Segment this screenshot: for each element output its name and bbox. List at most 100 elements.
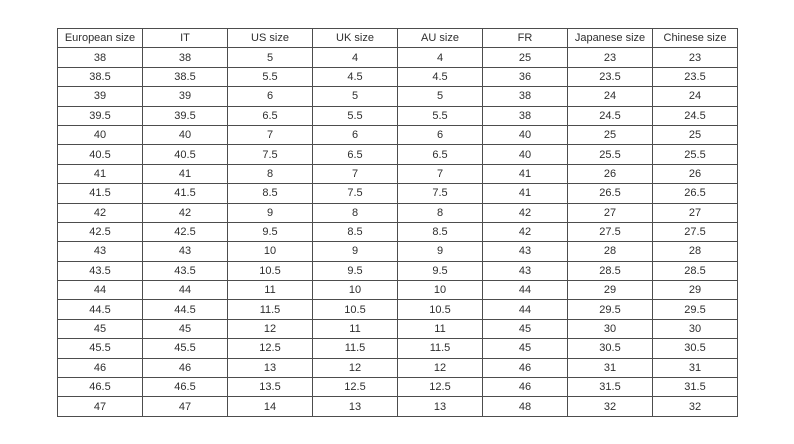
size-cell: 41 bbox=[57, 163, 143, 185]
size-cell: 11 bbox=[312, 318, 398, 340]
size-cell: 7 bbox=[227, 124, 313, 146]
size-cell: 40 bbox=[482, 144, 568, 165]
size-cell: 8 bbox=[312, 202, 398, 223]
size-cell: 5.5 bbox=[397, 105, 483, 126]
size-cell: 29.5 bbox=[567, 299, 653, 320]
size-cell: 8.5 bbox=[312, 221, 398, 243]
size-cell: 43 bbox=[482, 241, 568, 262]
size-cell: 13 bbox=[397, 396, 483, 417]
size-cell: 31 bbox=[652, 357, 738, 379]
size-cell: 13 bbox=[312, 396, 398, 417]
size-cell: 45.5 bbox=[57, 338, 143, 359]
size-cell: 8 bbox=[227, 163, 313, 185]
size-cell: 47 bbox=[57, 396, 143, 417]
size-cell: 10.5 bbox=[397, 299, 483, 320]
size-cell: 5 bbox=[227, 47, 313, 68]
size-cell: 38 bbox=[57, 47, 143, 68]
size-cell: 10.5 bbox=[227, 260, 313, 282]
size-cell: 39.5 bbox=[142, 105, 228, 126]
size-cell: 8.5 bbox=[227, 183, 313, 204]
size-cell: 40 bbox=[142, 124, 228, 146]
size-cell: 39 bbox=[142, 86, 228, 107]
size-cell: 32 bbox=[567, 396, 653, 417]
size-cell: 38.5 bbox=[57, 66, 143, 88]
size-cell: 6.5 bbox=[397, 144, 483, 165]
column-header-fr: FR bbox=[482, 27, 568, 49]
size-cell: 26 bbox=[652, 163, 738, 185]
size-cell: 42 bbox=[482, 221, 568, 243]
size-cell: 6.5 bbox=[227, 105, 313, 126]
size-cell: 44.5 bbox=[142, 299, 228, 320]
size-cell: 24.5 bbox=[567, 105, 653, 126]
size-cell: 9.5 bbox=[397, 260, 483, 282]
size-cell: 5.5 bbox=[227, 66, 313, 88]
column-header-au-size: AU size bbox=[397, 27, 483, 49]
size-cell: 30.5 bbox=[567, 338, 653, 359]
size-cell: 44.5 bbox=[57, 299, 143, 320]
size-cell: 26 bbox=[567, 163, 653, 185]
size-cell: 42 bbox=[57, 202, 143, 223]
size-cell: 25 bbox=[567, 124, 653, 146]
size-cell: 28 bbox=[567, 241, 653, 262]
column-header-us-size: US size bbox=[227, 27, 313, 49]
table-row: 42.5 42.5 9.5 8.5 8.5 42 27.5 27.5 bbox=[57, 221, 738, 243]
table-row: 45.5 45.5 12.5 11.5 11.5 45 30.5 30.5 bbox=[57, 338, 738, 359]
size-cell: 38 bbox=[482, 86, 568, 107]
size-cell: 43.5 bbox=[142, 260, 228, 282]
size-cell: 4 bbox=[312, 47, 398, 68]
size-cell: 12 bbox=[227, 318, 313, 340]
size-cell: 41 bbox=[482, 183, 568, 204]
size-cell: 27.5 bbox=[567, 221, 653, 243]
size-cell: 9.5 bbox=[312, 260, 398, 282]
size-cell: 25.5 bbox=[652, 144, 738, 165]
size-cell: 13.5 bbox=[227, 377, 313, 398]
size-cell: 45.5 bbox=[142, 338, 228, 359]
table-row: 44.5 44.5 11.5 10.5 10.5 44 29.5 29.5 bbox=[57, 299, 738, 320]
size-cell: 4.5 bbox=[312, 66, 398, 88]
size-cell: 27 bbox=[567, 202, 653, 223]
size-cell: 23 bbox=[567, 47, 653, 68]
size-cell: 29 bbox=[652, 280, 738, 301]
size-cell: 40 bbox=[482, 124, 568, 146]
size-cell: 6 bbox=[227, 86, 313, 107]
size-cell: 29.5 bbox=[652, 299, 738, 320]
table-body: 38 38 5 4 4 25 23 23 38.5 38.5 5.5 4.5 4.5 36 23.5 23.5… bbox=[57, 47, 738, 417]
size-cell: 12 bbox=[312, 357, 398, 379]
size-cell: 13 bbox=[227, 357, 313, 379]
size-cell: 6.5 bbox=[312, 144, 398, 165]
size-cell: 5 bbox=[312, 86, 398, 107]
size-cell: 24.5 bbox=[652, 105, 738, 126]
size-cell: 43 bbox=[482, 260, 568, 282]
size-cell: 38 bbox=[142, 47, 228, 68]
table-row: 41 41 8 7 7 41 26 26 bbox=[57, 163, 738, 185]
size-cell: 23 bbox=[652, 47, 738, 68]
size-cell: 28.5 bbox=[567, 260, 653, 282]
size-cell: 25 bbox=[482, 47, 568, 68]
size-cell: 46 bbox=[482, 377, 568, 398]
table-row: 46 46 13 12 12 46 31 31 bbox=[57, 357, 738, 379]
size-cell: 29 bbox=[567, 280, 653, 301]
size-cell: 11 bbox=[397, 318, 483, 340]
table-row: 41.5 41.5 8.5 7.5 7.5 41 26.5 26.5 bbox=[57, 183, 738, 204]
size-cell: 7.5 bbox=[397, 183, 483, 204]
size-cell: 44 bbox=[57, 280, 143, 301]
size-cell: 9.5 bbox=[227, 221, 313, 243]
size-cell: 11.5 bbox=[227, 299, 313, 320]
size-cell: 7 bbox=[312, 163, 398, 185]
size-cell: 28 bbox=[652, 241, 738, 262]
table-row: 43.5 43.5 10.5 9.5 9.5 43 28.5 28.5 bbox=[57, 260, 738, 282]
size-cell: 46 bbox=[482, 357, 568, 379]
size-cell: 24 bbox=[652, 86, 738, 107]
table-row: 44 44 11 10 10 44 29 29 bbox=[57, 280, 738, 301]
size-cell: 42.5 bbox=[57, 221, 143, 243]
size-cell: 41 bbox=[142, 163, 228, 185]
size-cell: 45 bbox=[482, 318, 568, 340]
size-cell: 26.5 bbox=[567, 183, 653, 204]
size-cell: 4.5 bbox=[397, 66, 483, 88]
size-cell: 30.5 bbox=[652, 338, 738, 359]
size-cell: 40.5 bbox=[57, 144, 143, 165]
size-cell: 39.5 bbox=[57, 105, 143, 126]
size-cell: 43 bbox=[57, 241, 143, 262]
table-row: 43 43 10 9 9 43 28 28 bbox=[57, 241, 738, 262]
size-cell: 10 bbox=[397, 280, 483, 301]
